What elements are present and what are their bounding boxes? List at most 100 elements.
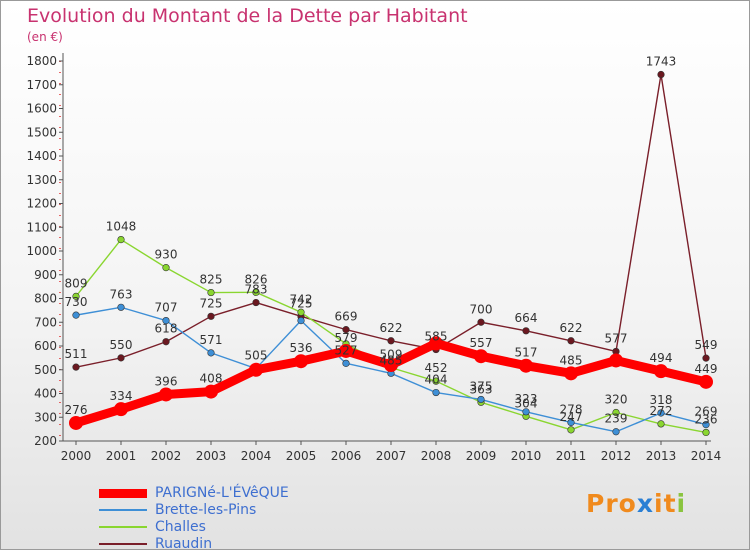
- data-point: [702, 421, 710, 429]
- data-point: [564, 366, 578, 381]
- data-label: 585: [425, 330, 448, 344]
- proxiti-logo: Proxiti: [586, 489, 686, 518]
- data-label: 730: [65, 295, 88, 309]
- data-point: [657, 420, 665, 428]
- logo-part: i: [653, 489, 664, 518]
- data-label: 707: [155, 301, 178, 315]
- data-point: [702, 428, 710, 437]
- data-label: 571: [200, 333, 223, 347]
- data-point: [567, 337, 575, 345]
- y-tick-label: 700: [34, 315, 57, 329]
- data-point: [477, 318, 485, 326]
- data-label: 622: [560, 321, 583, 335]
- data-point: [384, 358, 398, 372]
- data-point: [522, 408, 530, 416]
- data-label: 363: [470, 382, 493, 396]
- data-label: 725: [290, 296, 313, 310]
- y-tick-label: 1400: [26, 149, 57, 163]
- y-tick-label: 1200: [26, 197, 57, 211]
- data-point: [567, 426, 575, 434]
- data-label: 404: [425, 373, 448, 387]
- data-label: 742: [290, 292, 313, 306]
- data-point: [612, 428, 620, 436]
- data-label: 272: [650, 404, 673, 418]
- data-point: [699, 374, 713, 389]
- data-label: 700: [470, 302, 493, 316]
- logo-part: o: [618, 489, 637, 518]
- data-label: 505: [245, 349, 268, 363]
- data-label: 511: [65, 347, 88, 361]
- data-label: 304: [515, 396, 538, 410]
- data-label: 334: [110, 389, 133, 403]
- data-point: [117, 236, 125, 244]
- y-tick-label: 1700: [26, 78, 57, 92]
- data-point: [162, 338, 170, 346]
- data-point: [249, 362, 263, 377]
- x-tick-label: 2012: [601, 449, 632, 463]
- data-label: 239: [605, 412, 628, 426]
- data-point: [117, 303, 125, 311]
- data-point: [339, 343, 353, 358]
- legend-swatch: [99, 543, 147, 545]
- data-label: 236: [695, 412, 718, 426]
- data-point: [657, 409, 665, 417]
- data-label: 579: [335, 331, 358, 345]
- logo-part: i: [676, 489, 687, 518]
- data-label: 557: [470, 336, 493, 350]
- data-point: [657, 70, 665, 79]
- logo-part: x: [636, 489, 654, 518]
- data-label: 783: [245, 283, 268, 297]
- data-label: 809: [65, 276, 88, 290]
- y-tick-label: 1300: [26, 173, 57, 187]
- data-point: [702, 354, 710, 362]
- x-tick-label: 2011: [556, 449, 587, 463]
- data-label: 485: [560, 353, 583, 367]
- data-label: 320: [605, 393, 628, 407]
- logo-part: Pr: [586, 489, 619, 518]
- data-label: 618: [155, 322, 178, 336]
- data-point: [207, 288, 215, 297]
- data-point: [297, 308, 305, 316]
- data-label: 763: [110, 287, 133, 301]
- data-point: [207, 349, 215, 357]
- data-label: 577: [605, 331, 628, 345]
- data-label: 527: [335, 343, 358, 357]
- data-point: [72, 363, 80, 371]
- y-tick-label: 1100: [26, 220, 57, 234]
- data-point: [162, 264, 170, 272]
- data-label: 664: [515, 311, 538, 325]
- y-tick-label: 200: [34, 434, 57, 448]
- x-tick-label: 2001: [106, 449, 137, 463]
- data-point: [72, 292, 80, 300]
- data-label: 323: [515, 392, 538, 406]
- legend-label: Brette-les-Pins: [155, 502, 257, 518]
- y-tick-label: 1500: [26, 125, 57, 139]
- data-point: [477, 395, 485, 404]
- data-label: 318: [650, 393, 673, 407]
- data-label: 930: [155, 248, 178, 262]
- y-tick-label: 600: [34, 339, 57, 353]
- data-point: [432, 388, 440, 397]
- data-point: [204, 384, 218, 399]
- data-label: 1048: [106, 220, 137, 234]
- y-tick-label: 400: [34, 387, 57, 401]
- data-label: 669: [335, 310, 358, 324]
- data-label: 536: [290, 341, 313, 355]
- data-label: 247: [560, 410, 583, 424]
- data-label: 449: [695, 362, 718, 376]
- data-point: [432, 377, 440, 385]
- data-point: [159, 387, 173, 402]
- legend-swatch: [99, 489, 147, 498]
- data-point: [342, 359, 350, 367]
- data-label: 509: [380, 348, 403, 362]
- x-tick-label: 2007: [376, 449, 407, 463]
- y-tick-label: 1000: [26, 244, 57, 258]
- data-point: [522, 327, 530, 335]
- data-label: 825: [200, 273, 223, 287]
- data-label: 725: [200, 296, 223, 310]
- data-label: 1743: [646, 55, 677, 69]
- data-point: [252, 288, 260, 296]
- x-tick-label: 2000: [61, 449, 92, 463]
